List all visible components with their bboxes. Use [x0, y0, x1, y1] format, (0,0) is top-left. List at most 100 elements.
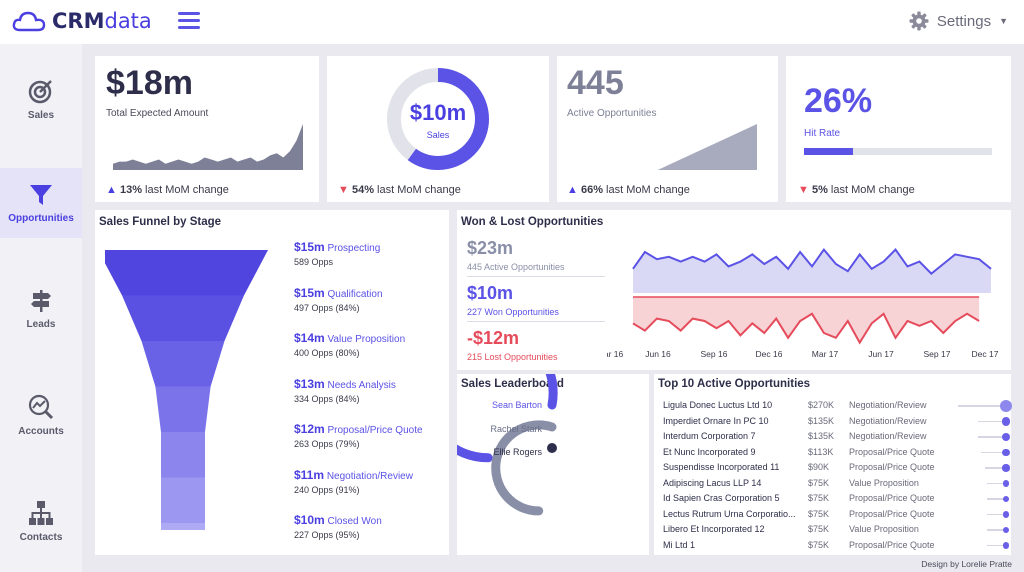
- change-value: 13%: [119, 184, 142, 196]
- menu-icon[interactable]: [178, 12, 200, 30]
- logo[interactable]: CRMdata: [12, 9, 152, 33]
- opp-lollipop-stem: [984, 467, 1006, 469]
- sales-ring: [387, 68, 489, 170]
- stage-amount: $11m: [294, 467, 325, 482]
- leaderboard-card: Sales Leaderboard Sean Barton Rachel Sta…: [457, 374, 649, 555]
- leader-name-1: Sean Barton: [491, 400, 542, 410]
- lost-value: -$12m: [467, 328, 520, 348]
- funnel-segment[interactable]: [161, 477, 205, 524]
- opp-lollipop-stem: [981, 451, 1006, 453]
- table-row[interactable]: Imperdiet Ornare In PC 10 $135K Negotiatio…: [660, 416, 1016, 432]
- stage-opps: 227 Opps (95%): [294, 530, 360, 540]
- sidebar-item-opportunities[interactable]: Opportunities: [0, 168, 82, 238]
- leader-name-2: Rachel Stark: [490, 424, 542, 434]
- kpi-label: Sales: [426, 130, 450, 140]
- sidebar-item-label: Accounts: [18, 425, 64, 437]
- funnel-card: Sales Funnel by Stage $15m Prospecting 58…: [95, 210, 449, 555]
- opp-name: Ligula Donec Luctus Ltd 10: [663, 400, 773, 410]
- opp-amount: $75K: [808, 508, 830, 519]
- kpi-expected-card: $18m Total Expected Amount ▲ 13% last Mo…: [95, 56, 319, 202]
- sidebar-item-leads[interactable]: Leads: [0, 274, 82, 344]
- funnel-segment[interactable]: [105, 250, 268, 296]
- opp-name: Lectus Rutrum Urna Corporatio...: [663, 508, 796, 519]
- won-lost-card: Won & Lost Opportunities $23m 445 Active…: [457, 210, 1011, 370]
- table-row[interactable]: Libero Et Incorporated 12 $75K Value Propo…: [660, 524, 1016, 540]
- sidebar-item-label: Leads: [26, 318, 56, 330]
- change-text: last MoM change: [145, 184, 229, 196]
- opp-lollipop-stem: [986, 482, 1006, 484]
- table-row[interactable]: Lectus Rutrum Urna Corporatio... $75K Prop…: [660, 509, 1016, 525]
- stage-amount: $15m: [294, 240, 325, 254]
- org-chart-icon: [29, 500, 53, 525]
- gear-icon: [909, 11, 929, 31]
- stage-amount: $12m: [294, 422, 325, 436]
- card-title: Sales Funnel by Stage: [99, 216, 222, 228]
- funnel-segment[interactable]: [161, 523, 205, 530]
- kpi-change: ▼ 5% last MoM change: [798, 184, 915, 196]
- table-row[interactable]: Id Sapien Cras Corporation 5 $75K Proposal…: [660, 493, 1016, 509]
- sidebar-item-sales[interactable]: Sales: [0, 64, 82, 134]
- opp-stage: Value Proposition: [849, 524, 919, 534]
- chart-search-icon: [28, 394, 54, 419]
- table-row[interactable]: Adipiscing Lacus LLP 14 $75K Value Proposi…: [660, 478, 1016, 494]
- divider: [467, 276, 605, 277]
- opp-lollipop-stem: [986, 513, 1006, 515]
- funnel-segment[interactable]: [122, 295, 244, 342]
- x-tick-label: Dec 16: [756, 349, 783, 359]
- opp-name: Mi Ltd 1: [663, 539, 696, 550]
- kpi-label: Total Expected Amount: [106, 108, 209, 119]
- stage-name: Prospecting: [327, 243, 381, 254]
- stage-opps: 240 Opps (91%): [294, 484, 360, 495]
- kpi-label: Hit Rate: [804, 128, 841, 139]
- funnel-segment[interactable]: [161, 432, 205, 478]
- funnel-stage-label: $15m Qualification: [294, 286, 383, 300]
- table-row[interactable]: Interdum Corporation 7 $135K Negotiation/R…: [660, 431, 1016, 447]
- stage-amount: $14m: [294, 331, 325, 345]
- funnel-segment[interactable]: [141, 341, 225, 387]
- kpi-value: 445: [567, 64, 624, 102]
- design-credit: Design by Lorelie Pratte: [921, 559, 1012, 569]
- funnel-stage-label: $14m Value Proposition: [294, 331, 405, 345]
- table-row[interactable]: Et Nunc Incorporated 9 $113K Proposal/Pric…: [660, 447, 1016, 463]
- leader-ring-2[interactable]: [491, 420, 557, 516]
- stage-amount: $10m: [294, 513, 325, 527]
- stage-opps: 400 Opps (80%): [294, 348, 360, 358]
- change-value: 66%: [580, 184, 603, 196]
- table-row[interactable]: Suspendisse Incorporated 11 $90K Proposal/…: [660, 462, 1016, 478]
- chevron-down-icon: ▼: [999, 16, 1008, 26]
- x-tick-label: Mar 16: [607, 349, 623, 359]
- triangle-down-icon: ▼: [338, 184, 349, 196]
- change-text: last MoM change: [606, 184, 690, 196]
- sidebar-item-label: Sales: [27, 109, 55, 121]
- table-row[interactable]: Ligula Donec Luctus Ltd 10 $270K Negotiati…: [660, 400, 1016, 416]
- opp-amount: $75K: [808, 477, 830, 488]
- opp-lollipop-dot: [1000, 400, 1012, 412]
- opp-name: Interdum Corporation 7: [663, 431, 756, 441]
- x-tick-label: Dec 17: [972, 349, 999, 359]
- opp-amount: $113K: [808, 446, 834, 457]
- cloud-icon: [12, 11, 46, 32]
- funnel-segment[interactable]: [155, 386, 211, 433]
- opp-amount: $75K: [808, 493, 830, 503]
- active-sparkline: [577, 124, 757, 170]
- funnel-stage-label: $13m Needs Analysis: [294, 377, 396, 391]
- opp-name: Et Nunc Incorporated 9: [663, 446, 756, 457]
- triangle-up-icon: ▲: [106, 184, 117, 196]
- opp-name: Suspendisse Incorporated 11: [663, 462, 780, 472]
- stage-name: Needs Analysis: [327, 379, 396, 391]
- opp-lollipop-dot: [1002, 511, 1010, 518]
- kpi-change: ▲ 66% last MoM change: [567, 184, 690, 196]
- sidebar: Sales Opportunities Leads Accounts C: [0, 44, 82, 572]
- active-label: 445 Active Opportunities: [467, 262, 565, 272]
- leader-ring-3[interactable]: [547, 443, 557, 453]
- change-value: 5%: [811, 184, 828, 196]
- opp-amount: $75K: [808, 539, 830, 550]
- sidebar-item-accounts[interactable]: Accounts: [0, 380, 82, 450]
- sidebar-item-contacts[interactable]: Contacts: [0, 486, 82, 556]
- lost-line: [632, 312, 980, 345]
- table-row[interactable]: Mi Ltd 1 $75K Proposal/Price Quote: [660, 540, 1016, 556]
- top10-card: Top 10 Active Opportunities Ligula Donec…: [654, 374, 1012, 555]
- top-bar: CRMdata Settings ▼: [0, 0, 1024, 44]
- settings-menu[interactable]: Settings ▼: [909, 11, 1008, 31]
- opp-amount: $90K: [808, 462, 830, 472]
